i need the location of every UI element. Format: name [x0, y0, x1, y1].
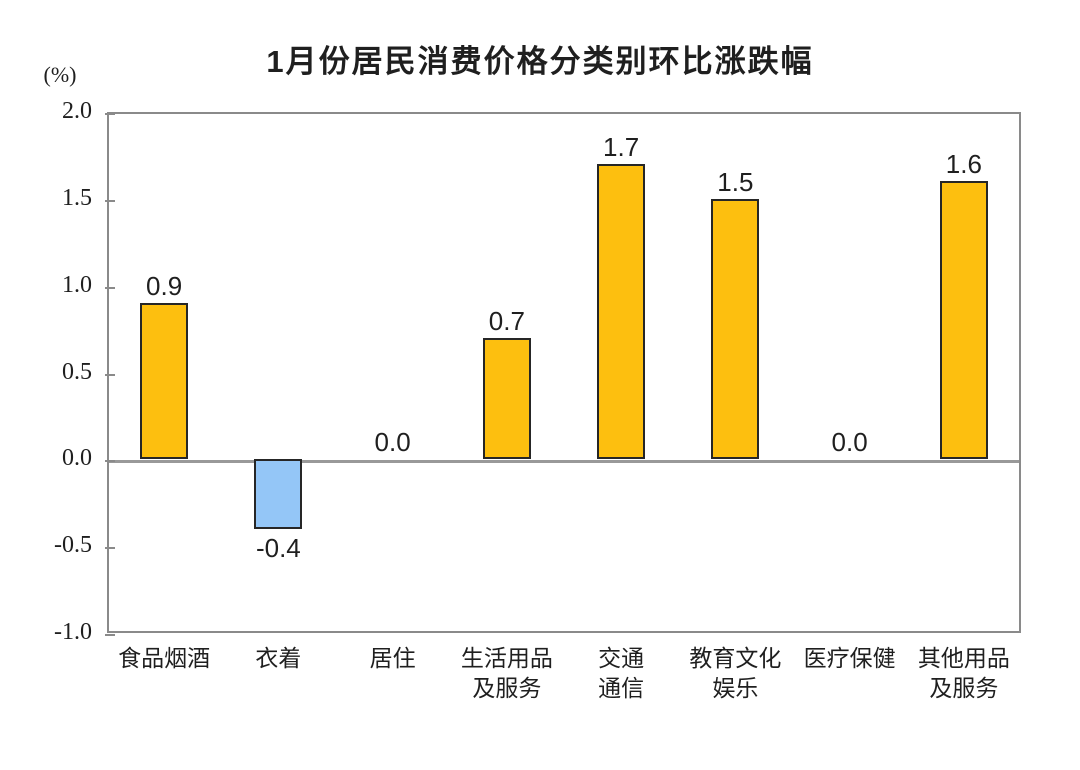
zero-axis-line: [109, 459, 1019, 463]
bar-1: [140, 303, 189, 460]
chart-title: 1月份居民消费价格分类别环比涨跌幅: [266, 44, 814, 79]
bar-value-label: 1.5: [717, 166, 754, 197]
y-axis-tick-label: 0.5: [62, 358, 92, 385]
y-axis-tick-mark: [105, 113, 115, 115]
bar-value-label: 1.7: [603, 132, 640, 163]
x-axis-category-label: 教育文化 娱乐: [689, 645, 782, 701]
y-axis-tick-label: 1.0: [62, 271, 92, 298]
x-axis-category-label: 居住: [369, 645, 416, 671]
y-axis-tick-label: 0.0: [62, 445, 92, 472]
y-axis-tick-label: 1.5: [62, 184, 92, 211]
y-axis-unit-label: (%): [43, 62, 77, 87]
y-axis-tick-mark: [105, 373, 115, 376]
x-axis-category-label: 衣着: [255, 645, 302, 671]
x-axis-category-label: 生活用品 及服务: [460, 645, 553, 701]
y-axis-tick-label: -0.5: [54, 532, 92, 559]
bar-5: [597, 164, 646, 460]
y-axis-tick-mark: [105, 547, 115, 550]
bar-6: [711, 198, 760, 460]
bar-2: [254, 459, 303, 529]
bar-value-label: 1.6: [945, 149, 982, 180]
bar-8: [939, 181, 988, 460]
x-axis-category-label: 交通 通信: [598, 645, 645, 701]
y-axis-tick-mark: [105, 460, 115, 463]
bar-value-label: 0.0: [374, 427, 411, 458]
y-axis-tick-mark: [105, 286, 115, 289]
bar-value-label: 0.7: [488, 305, 525, 336]
bar-value-label: 0.0: [831, 427, 868, 458]
y-axis-tick-mark: [105, 634, 115, 636]
plot-area: [105, 112, 1021, 636]
bar-value-label: -0.4: [255, 532, 301, 563]
x-axis-category-label: 医疗保健: [803, 645, 896, 671]
y-axis-tick-mark: [105, 199, 115, 202]
bar-4: [482, 337, 531, 460]
x-axis-category-label: 其他用品 及服务: [917, 645, 1010, 701]
x-axis-category-label: 食品烟酒: [118, 645, 211, 671]
bar-value-label: 0.9: [146, 271, 183, 302]
y-axis-tick-label: -1.0: [54, 618, 92, 645]
y-axis-tick-label: 2.0: [62, 97, 92, 124]
